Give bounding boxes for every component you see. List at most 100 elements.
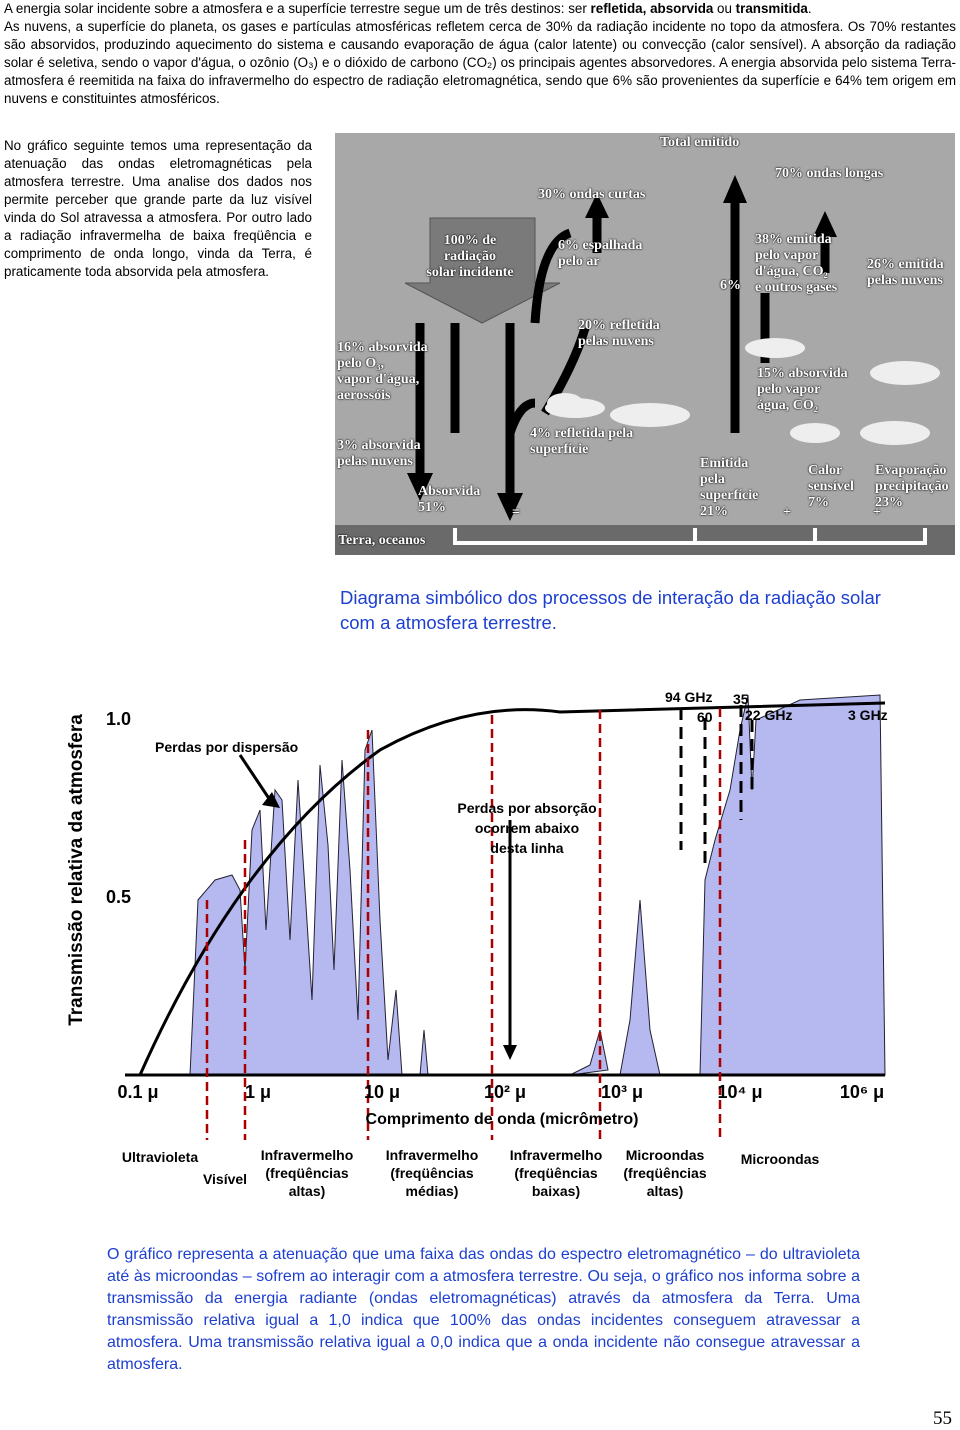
y-tick-label: 1.0 xyxy=(106,709,131,729)
text-run: . xyxy=(807,1,812,16)
diagram-label: 20% refletida pelas nuvens xyxy=(578,318,660,350)
text-run: ou xyxy=(713,1,736,16)
annotation: Perdas por absorção xyxy=(457,800,596,816)
label-line: sensível xyxy=(808,479,854,494)
spectrum-figure: Transmissão relativa da atmosfera 1.0 0.5 0… xyxy=(66,689,888,1199)
label-line: 20% refletida xyxy=(578,318,660,333)
label-line: Calor xyxy=(808,463,843,478)
label-line: + xyxy=(873,505,881,520)
label-line: Emitida xyxy=(700,456,749,471)
label-line: 100% de xyxy=(443,233,497,248)
label-line: 70% ondas longas xyxy=(775,166,884,181)
diagram-label: 3% absorvida pelas nuvens xyxy=(337,438,421,470)
band-label: (freqüências xyxy=(514,1165,597,1181)
x-tick-label: 10 μ xyxy=(364,1082,400,1102)
band-label: médias) xyxy=(406,1183,459,1199)
label-line: = xyxy=(512,505,520,520)
label-line: 6% espalhada xyxy=(558,238,643,253)
annotation: 3 GHz xyxy=(848,707,888,723)
label-line: pelo ar xyxy=(558,254,600,269)
label-line: 6% xyxy=(720,278,741,293)
label-line: radiação xyxy=(443,249,497,264)
bold-run: transmitida xyxy=(735,1,808,16)
y-axis-label: Transmissão relativa da atmosfera xyxy=(66,714,87,1026)
diagram-label: Absorvida 51% xyxy=(418,484,480,516)
label-line: + xyxy=(783,505,791,520)
band-label: altas) xyxy=(647,1183,684,1199)
annotation: 35 xyxy=(733,691,749,707)
diagram-label: 6% espalhada pelo ar xyxy=(558,238,642,270)
diagram-label: 15% absorvida pelo vapor água, CO₂ xyxy=(757,366,848,414)
label-line: 21% xyxy=(700,504,728,519)
label-line: 3% absorvida xyxy=(337,438,421,453)
band-label: Microondas xyxy=(741,1151,820,1167)
diagram-label: Terra, oceanos xyxy=(338,533,425,549)
label-line: d'água, CO₂ xyxy=(755,264,828,279)
band-label: Ultravioleta xyxy=(122,1149,198,1165)
label-line: pelo O₃, xyxy=(337,356,384,371)
band-label: (freqüências xyxy=(390,1165,473,1181)
band-label: Infravermelho xyxy=(261,1147,354,1163)
diagram-label: Emitida pela superfície 21% xyxy=(700,456,758,520)
energy-diagram: Total emitido 30% ondas curtas 70% ondas l… xyxy=(335,133,955,555)
diagram-label: 70% ondas longas xyxy=(775,166,883,182)
annotation: desta linha xyxy=(490,840,563,856)
label-line: precipitação xyxy=(875,479,949,494)
side-text: No gráfico seguinte temos uma representa… xyxy=(4,138,312,279)
diagram-label: 100% de radiação solar incidente xyxy=(426,233,513,281)
band-label: (freqüências xyxy=(265,1165,348,1181)
label-line: superfície xyxy=(530,442,589,457)
label-line: Absorvida xyxy=(418,484,481,499)
label-line: 51% xyxy=(418,500,446,515)
intro: A energia solar incidente sobre a atmosf… xyxy=(4,0,956,18)
diagram-label: 30% ondas curtas xyxy=(538,187,645,203)
label-line: Evaporação xyxy=(875,463,947,478)
label-line: pela xyxy=(700,472,725,487)
label-line: 26% emitida xyxy=(867,257,944,272)
label-line: pelas nuvens xyxy=(578,334,654,349)
x-tick-label: 10² μ xyxy=(484,1082,526,1102)
annotation: Perdas por dispersão xyxy=(155,739,298,755)
band-label: altas) xyxy=(289,1183,326,1199)
band-label: Visível xyxy=(203,1171,247,1187)
x-axis-label: Comprimento de onda (micrômetro) xyxy=(366,1111,639,1128)
diagram-label: 16% absorvida pelo O₃, vapor d'água, aeross… xyxy=(337,340,428,404)
label-line: pelas nuvens xyxy=(867,273,943,288)
diagram-label: 26% emitida pelas nuvens xyxy=(867,257,944,289)
label-line: 15% absorvida xyxy=(757,366,848,381)
diagram-label: Total emitido xyxy=(660,135,739,151)
label-line: pelo vapor xyxy=(755,248,819,263)
diagram-label: 38% emitida pelo vapor d'água, CO₂ e outros… xyxy=(755,232,837,296)
label-line: Terra, oceanos xyxy=(338,533,426,548)
label-line: vapor d'água, xyxy=(337,372,420,387)
label-line: 30% ondas curtas xyxy=(538,187,646,202)
label-line: 16% absorvida xyxy=(337,340,428,355)
band-label: (freqüências xyxy=(623,1165,706,1181)
annotation: 22 GHz xyxy=(745,707,792,723)
label-line: e outros gases xyxy=(755,280,838,295)
label-line: Total emitido xyxy=(660,135,740,150)
label-line: superfície xyxy=(700,488,759,503)
label-line: água, CO₂ xyxy=(757,398,818,413)
diagram-label: 4% refletida pela superfície xyxy=(530,426,633,458)
y-tick-label: 0.5 xyxy=(106,887,131,907)
band-label: baixas) xyxy=(532,1183,580,1199)
x-tick-label: 10⁶ μ xyxy=(840,1082,884,1102)
text-run: A energia solar incidente sobre a atmosf… xyxy=(4,1,591,16)
bold-run: refletida, absorvida xyxy=(590,1,714,16)
diagram-label: + xyxy=(873,505,881,521)
explanation: O gráfico representa a atenuação que uma… xyxy=(107,1246,860,1373)
x-tick-label: 10³ μ xyxy=(601,1082,643,1102)
caption-line: com a atmosfera terrestre. xyxy=(340,612,557,633)
label-line: pelo vapor xyxy=(757,382,821,397)
label-line: aerossóis xyxy=(337,388,391,403)
label-line: 23% xyxy=(875,495,903,510)
x-tick-label: 1 μ xyxy=(245,1082,271,1102)
diagram-shapes xyxy=(335,175,955,555)
band-label: Infravermelho xyxy=(386,1147,479,1163)
diagram-label: 6% xyxy=(720,278,741,294)
annotation: 94 GHz xyxy=(665,689,712,705)
diagram-label: = xyxy=(512,505,520,521)
label-line: 4% refletida pela xyxy=(530,426,634,441)
